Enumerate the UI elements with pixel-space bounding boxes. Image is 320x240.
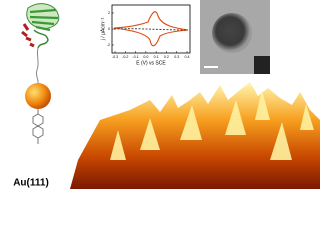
y-axis-label: j / µAcm⁻² xyxy=(100,17,106,41)
stm-peaks xyxy=(110,90,314,160)
tem-inset xyxy=(254,56,270,74)
linker xyxy=(35,47,39,85)
cv-baseline xyxy=(113,28,189,31)
nanoparticle xyxy=(25,83,51,109)
substrate-label: Au(111) xyxy=(13,178,49,189)
x-tick-label: -0.3 xyxy=(112,55,118,59)
page: Au(111) E (V) vs SCE j / µAcm⁻² -0.3 -0.2… xyxy=(13,0,320,189)
x-tick-label: 0.0 xyxy=(143,55,148,59)
graphical-abstract: Au(111) E (V) vs SCE j / µAcm⁻² -0.3 -0.2… xyxy=(13,0,320,189)
y-tick-label: -2 xyxy=(107,43,110,47)
y-tick-label: 2 xyxy=(108,11,110,15)
x-tick-label: 0.3 xyxy=(174,55,179,59)
x-axis-label: E (V) vs SCE xyxy=(136,60,166,66)
x-tick-label: 0.4 xyxy=(185,55,190,59)
x-tick-label: 0.1 xyxy=(154,55,159,59)
x-tick-label: -0.1 xyxy=(132,55,138,59)
x-tick-label: -0.2 xyxy=(122,55,128,59)
protein xyxy=(21,3,60,49)
scale-bar xyxy=(204,66,218,68)
y-tick-label: 0 xyxy=(108,27,110,31)
x-tick-label: 0.2 xyxy=(164,55,169,59)
tem-particle xyxy=(212,13,252,53)
molecule xyxy=(32,109,44,144)
